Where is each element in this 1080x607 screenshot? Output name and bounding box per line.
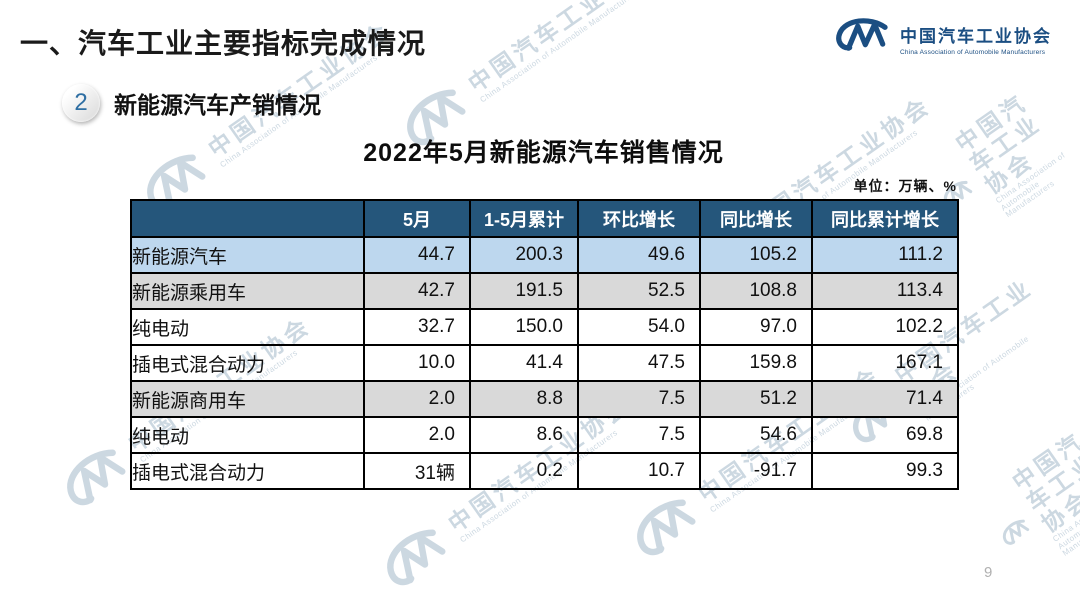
section-number-badge: 2 <box>62 84 100 122</box>
value-cell: 42.7 <box>363 272 471 310</box>
page-number: 9 <box>984 564 993 581</box>
value-cell: 71.4 <box>811 380 959 418</box>
header-cell: 同比增长 <box>699 199 813 238</box>
value-cell: 7.5 <box>577 380 701 418</box>
header-cell-empty <box>130 199 365 238</box>
value-cell: 49.6 <box>577 236 701 274</box>
value-cell: 113.4 <box>811 272 959 310</box>
table-row: 新能源乘用车 42.7 191.5 52.5 108.8 113.4 <box>130 272 959 310</box>
header-cell: 5月 <box>363 199 471 238</box>
table-header-row: 5月 1-5月累计 环比增长 同比增长 同比累计增长 <box>130 199 959 238</box>
header-cell: 环比增长 <box>577 199 701 238</box>
value-cell: 99.3 <box>811 452 959 490</box>
value-cell: 102.2 <box>811 308 959 346</box>
value-cell: 69.8 <box>811 416 959 454</box>
value-cell: 0.2 <box>469 452 579 490</box>
value-cell: 200.3 <box>469 236 579 274</box>
unit-note: 单位：万辆、% <box>853 178 957 194</box>
table-row: 纯电动 2.0 8.6 7.5 54.6 69.8 <box>130 416 959 454</box>
sales-table: 5月 1-5月累计 环比增长 同比增长 同比累计增长 新能源汽车 44.7 200.3 49.… <box>130 199 959 490</box>
table-row: 插电式混合动力 31辆 0.2 10.7 -91.7 99.3 <box>130 452 959 490</box>
logo-name-en: China Association of Automobile Manufact… <box>900 49 1046 56</box>
table-title: 2022年5月新能源汽车销售情况 <box>363 139 724 167</box>
value-cell: 32.7 <box>363 308 471 346</box>
value-cell: 105.2 <box>699 236 813 274</box>
table-body: 新能源汽车 44.7 200.3 49.6 105.2 111.2 新能源乘用车 42.7 19… <box>130 236 959 490</box>
table-row: 新能源商用车 2.0 8.8 7.5 51.2 71.4 <box>130 380 959 418</box>
value-cell: -91.7 <box>699 452 813 490</box>
table-row: 插电式混合动力 10.0 41.4 47.5 159.8 167.1 <box>130 344 959 382</box>
value-cell: 167.1 <box>811 344 959 382</box>
section-header: 2 新能源汽车产销情况 <box>62 84 321 122</box>
value-cell: 8.6 <box>469 416 579 454</box>
row-label: 插电式混合动力 <box>130 344 365 382</box>
table-row: 纯电动 32.7 150.0 54.0 97.0 102.2 <box>130 308 959 346</box>
organization-logo: 中国汽车工业协会 China Association of Automobile… <box>834 18 1052 59</box>
value-cell: 52.5 <box>577 272 701 310</box>
header-cell: 同比累计增长 <box>811 199 959 238</box>
row-label: 插电式混合动力 <box>130 452 365 490</box>
value-cell: 191.5 <box>469 272 579 310</box>
value-cell: 108.8 <box>699 272 813 310</box>
table-row: 新能源汽车 44.7 200.3 49.6 105.2 111.2 <box>130 236 959 274</box>
row-label: 新能源汽车 <box>130 236 365 274</box>
value-cell: 7.5 <box>577 416 701 454</box>
value-cell: 51.2 <box>699 380 813 418</box>
value-cell: 2.0 <box>363 380 471 418</box>
value-cell: 150.0 <box>469 308 579 346</box>
value-cell: 54.6 <box>699 416 813 454</box>
header-cell: 1-5月累计 <box>469 199 579 238</box>
value-cell: 8.8 <box>469 380 579 418</box>
value-cell: 47.5 <box>577 344 701 382</box>
row-label: 新能源乘用车 <box>130 272 365 310</box>
value-cell: 31辆 <box>363 452 471 490</box>
row-label: 新能源商用车 <box>130 380 365 418</box>
row-label: 纯电动 <box>130 308 365 346</box>
row-label: 纯电动 <box>130 416 365 454</box>
value-cell: 10.0 <box>363 344 471 382</box>
value-cell: 2.0 <box>363 416 471 454</box>
value-cell: 54.0 <box>577 308 701 346</box>
logo-name-cn: 中国汽车工业协会 <box>900 27 1052 46</box>
value-cell: 41.4 <box>469 344 579 382</box>
value-cell: 10.7 <box>577 452 701 490</box>
value-cell: 111.2 <box>811 236 959 274</box>
page-title: 一、汽车工业主要指标完成情况 <box>20 28 427 59</box>
cam-logo-icon <box>834 18 892 59</box>
section-title: 新能源汽车产销情况 <box>114 92 321 118</box>
value-cell: 159.8 <box>699 344 813 382</box>
value-cell: 44.7 <box>363 236 471 274</box>
value-cell: 97.0 <box>699 308 813 346</box>
